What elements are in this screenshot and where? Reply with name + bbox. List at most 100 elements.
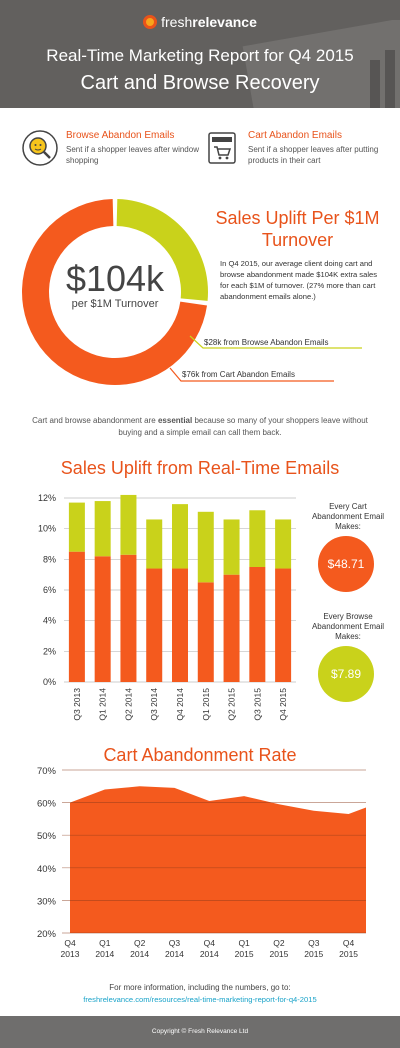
bar-x-tick-label: Q4 2015 — [278, 688, 288, 721]
logo-text-fresh: fresh — [161, 14, 193, 30]
header-banner: freshrelevance Real-Time Marketing Repor… — [0, 0, 400, 108]
bar-browse-segment — [68, 502, 85, 552]
area-x-tick-quarter: Q2 — [134, 938, 146, 948]
bar-browse-segment — [146, 519, 163, 569]
bar-cart-segment — [120, 554, 137, 682]
bar-browse-segment — [172, 504, 188, 569]
area-y-tick-label: 40% — [37, 864, 57, 875]
more-info-link[interactable]: freshrelevance.com/resources/real-time-m… — [83, 995, 317, 1004]
area-y-tick-label: 20% — [37, 929, 57, 940]
report-title: Real-Time Marketing Report for Q4 2015 — [46, 46, 354, 65]
intro-text-before: Cart and browse abandonment are — [32, 416, 158, 425]
bar-browse-segment — [197, 511, 214, 583]
bar-browse-segment — [94, 501, 111, 557]
background-report-decoration — [242, 20, 400, 108]
bar-x-tick-label: Q3 2015 — [252, 688, 262, 721]
bar-browse-segment — [275, 519, 292, 569]
area-x-tick-year: 2014 — [95, 949, 114, 959]
area-y-tick-label: 60% — [37, 799, 57, 810]
area-x-tick-year: 2014 — [130, 949, 149, 959]
bar-browse-segment — [120, 494, 137, 555]
bar-cart-segment — [197, 582, 214, 682]
cart-abandonment-area-chart: 20%30%40%50%60%70%Q42013Q12014Q22014Q320… — [37, 766, 366, 959]
area-x-tick-quarter: Q3 — [169, 938, 181, 948]
cart-card-icon — [208, 132, 236, 164]
cart-makes-circle: $48.71 — [318, 536, 374, 592]
copyright-text: Copyright © Fresh Relevance Ltd — [151, 1028, 249, 1035]
logo-icon — [143, 15, 158, 29]
browse-callout: $28k from Browse Abandon Emails — [204, 338, 329, 347]
uplift-description: In Q4 2015, our average client doing car… — [220, 259, 378, 301]
area-x-tick-quarter: Q4 — [64, 938, 76, 948]
logo: freshrelevance — [0, 14, 400, 30]
footer-bar: Copyright © Fresh Relevance Ltd — [0, 1016, 400, 1048]
bar-y-tick-label: 2% — [43, 646, 56, 656]
area-y-tick-label: 70% — [37, 766, 57, 777]
intro-text-after: because so many of your shoppers leave w… — [118, 416, 368, 437]
cart-email-block: Cart Abandon Emails Sent if a shopper le… — [204, 130, 384, 186]
bar-x-tick-label: Q3 2014 — [149, 688, 159, 721]
cart-makes-label: Every Cart Abandonment Email Makes: — [311, 502, 385, 531]
bar-y-tick-label: 8% — [43, 554, 56, 564]
area-y-tick-label: 30% — [37, 896, 57, 907]
bar-cart-segment — [275, 568, 292, 682]
bar-cart-segment — [146, 568, 163, 682]
area-x-tick-quarter: Q1 — [238, 938, 250, 948]
donut-segment-browse — [116, 199, 208, 301]
bar-cart-segment — [223, 574, 240, 682]
area-fill — [70, 786, 366, 933]
more-info-text: For more information, including the numb… — [109, 983, 291, 992]
bar-y-tick-label: 12% — [38, 493, 56, 503]
browse-makes-value: $7.89 — [330, 667, 362, 681]
bar-y-tick-label: 6% — [43, 585, 56, 595]
area-x-tick-quarter: Q4 — [343, 938, 355, 948]
bar-x-tick-label: Q1 2014 — [98, 688, 108, 721]
browse-email-desc: Sent if a shopper leaves after window sh… — [66, 145, 199, 165]
intro-text-bold: essential — [157, 416, 193, 425]
uplift-title: Sales Uplift Per $1M Turnover — [215, 208, 380, 250]
area-chart-title: Cart Abandonment Rate — [103, 745, 297, 765]
bar-x-tick-label: Q2 2014 — [123, 688, 133, 721]
bar-browse-segment — [223, 519, 240, 575]
report-subtitle: Cart and Browse Recovery — [80, 72, 320, 94]
browse-makes-circle: $7.89 — [318, 646, 374, 702]
area-x-tick-year: 2015 — [304, 949, 323, 959]
area-x-tick-year: 2015 — [269, 949, 288, 959]
bar-y-tick-label: 10% — [38, 524, 56, 534]
bar-y-tick-label: 4% — [43, 616, 56, 626]
browse-callout-line — [189, 335, 362, 349]
cart-makes-value: $48.71 — [327, 557, 365, 571]
cart-callout-line — [169, 367, 334, 382]
bar-chart-title: Sales Uplift from Real-Time Emails — [60, 458, 340, 478]
cart-email-desc: Sent if a shopper leaves after putting p… — [248, 145, 379, 165]
area-x-tick-year: 2013 — [61, 949, 80, 959]
area-x-tick-year: 2015 — [339, 949, 358, 959]
bar-browse-segment — [249, 510, 266, 567]
bar-cart-segment — [94, 556, 111, 682]
cart-callout: $76k from Cart Abandon Emails — [182, 370, 295, 379]
area-x-tick-year: 2014 — [165, 949, 184, 959]
logo-text-relevance: relevance — [192, 14, 257, 30]
bar-x-tick-label: Q3 2013 — [72, 688, 82, 721]
bar-cart-segment — [172, 568, 188, 682]
uplift-donut-chart — [22, 199, 362, 385]
bar-x-tick-label: Q1 2015 — [201, 688, 211, 721]
area-x-tick-quarter: Q4 — [204, 938, 216, 948]
bar-cart-segment — [249, 567, 266, 682]
browse-makes-label: Every Browse Abandonment Email Makes: — [311, 612, 385, 641]
donut-big-subtitle: per $1M Turnover — [71, 298, 159, 310]
area-x-tick-year: 2015 — [235, 949, 254, 959]
magnifier-face-icon — [22, 130, 58, 166]
browse-email-title: Browse Abandon Emails — [66, 130, 175, 141]
cart-email-title: Cart Abandon Emails — [248, 130, 342, 141]
area-x-tick-quarter: Q1 — [99, 938, 111, 948]
area-y-tick-label: 50% — [37, 831, 57, 842]
area-x-tick-quarter: Q3 — [308, 938, 320, 948]
intro-text: Cart and browse abandonment are essentia… — [20, 415, 380, 439]
bar-x-tick-label: Q4 2014 — [175, 688, 185, 721]
bar-x-tick-label: Q2 2015 — [227, 688, 237, 721]
donut-big-number: $104k — [65, 258, 165, 299]
bar-y-tick-label: 0% — [43, 677, 56, 687]
sales-uplift-bar-chart: 0% 2% 4% 6% 8% 10% 12% Q3 2013 Q1 2014 Q2 2014 Q3 … — [38, 493, 296, 721]
browse-email-block: Browse Abandon Emails Sent if a shopper … — [22, 130, 202, 186]
